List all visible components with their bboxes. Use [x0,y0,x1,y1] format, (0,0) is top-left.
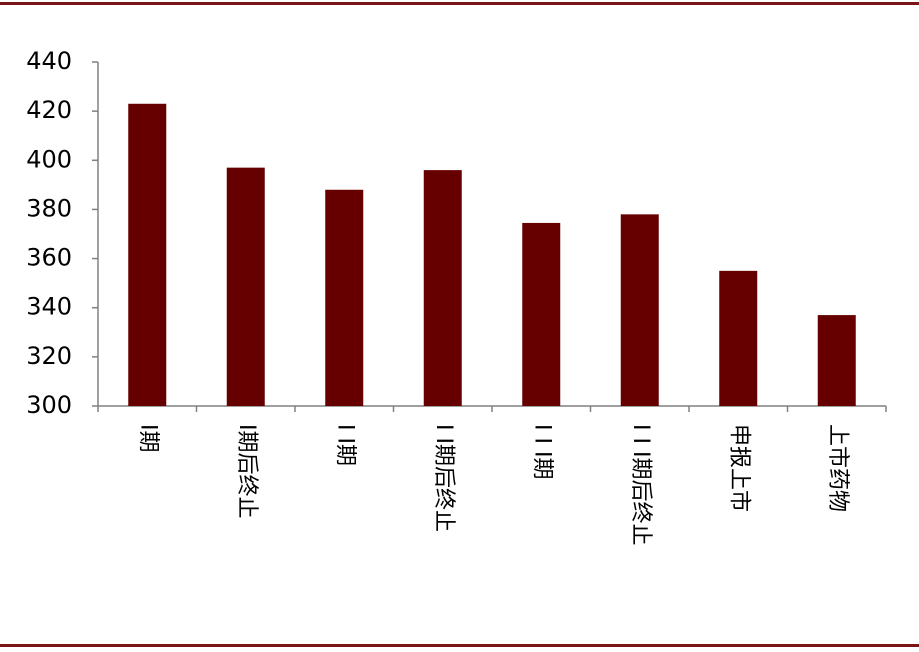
bar [423,170,462,406]
bar [620,214,659,406]
y-tick-label: 360 [26,244,72,272]
x-tick-label: I I期 [332,424,357,466]
y-tick-label: 440 [26,47,72,75]
bar [522,222,561,406]
x-tick-label: 上市药物 [825,424,850,512]
x-tick-label: I期后终止 [234,424,259,519]
x-tick-label: I I I期 [529,424,554,479]
bar [817,315,856,406]
top-rule [0,2,919,5]
x-tick-label: I I期后终止 [431,424,456,532]
x-tick-label: I期 [135,424,160,453]
y-tick-label: 420 [26,96,72,124]
bar [128,103,167,407]
bar [719,270,758,406]
bar [325,189,364,406]
x-tick-label: 申报上市 [726,424,751,512]
bar [226,167,265,406]
x-tick-label: I I I期后终止 [628,424,653,545]
y-tick-label: 340 [26,293,72,321]
y-tick-label: 380 [26,194,72,222]
bottom-rule [0,644,919,647]
y-tick-label: 320 [26,342,72,370]
y-tick-label: 300 [26,391,72,419]
y-tick-label: 400 [26,145,72,173]
